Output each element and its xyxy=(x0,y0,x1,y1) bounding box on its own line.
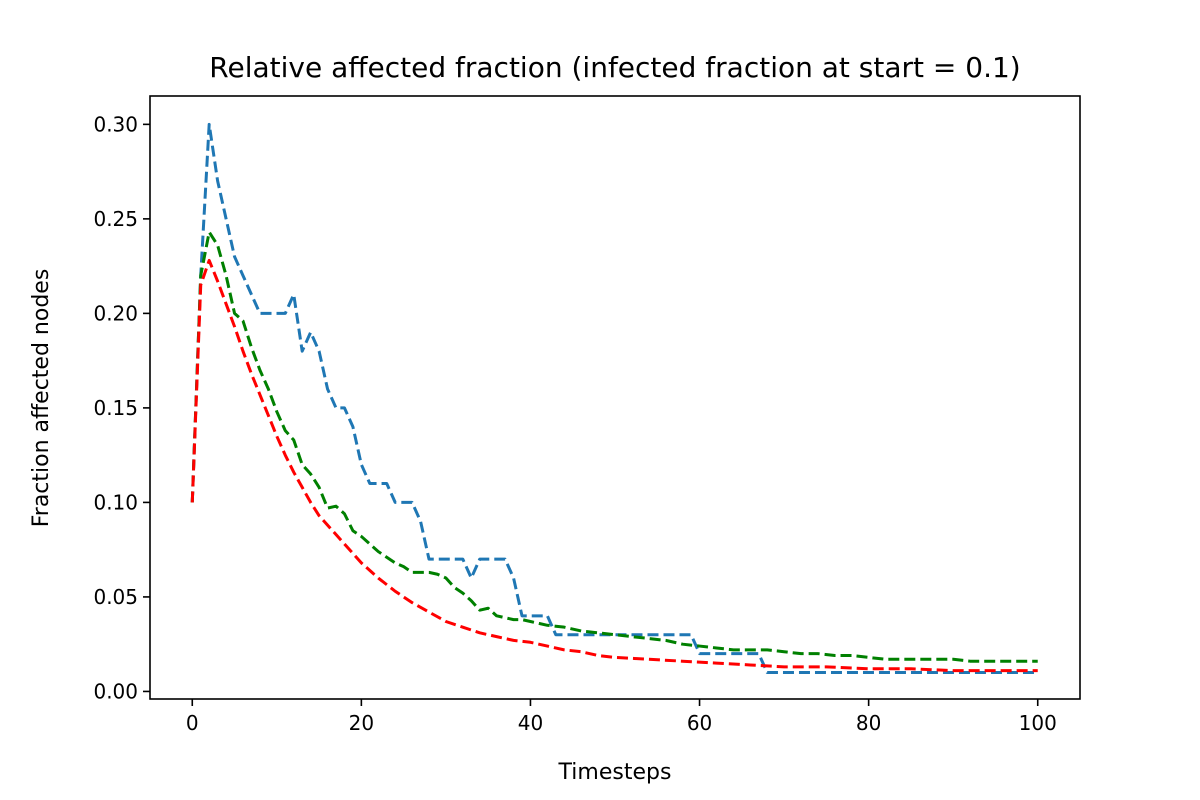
series-line-blue xyxy=(190,122,1038,675)
x-tick-label: 60 xyxy=(687,711,712,735)
x-tick-label: 80 xyxy=(856,711,881,735)
x-tick-label: 40 xyxy=(518,711,543,735)
y-tick-label: 0.30 xyxy=(93,112,138,136)
series-layer xyxy=(190,122,1038,675)
x-tick-label: 20 xyxy=(349,711,374,735)
x-tick-label: 0 xyxy=(186,711,199,735)
y-axis-label: Fraction affected nodes xyxy=(29,269,54,528)
y-tick-label: 0.00 xyxy=(93,679,138,703)
chart-title: Relative affected fraction (infected fra… xyxy=(209,51,1020,84)
x-axis-ticks: 0 20 40 60 80 100 xyxy=(186,699,1057,735)
y-axis-ticks: 0.00 0.05 0.10 0.15 0.20 0.25 0.30 xyxy=(93,112,150,703)
y-tick-label: 0.25 xyxy=(93,207,138,231)
x-axis-label: Timesteps xyxy=(558,760,672,785)
series-line-red xyxy=(190,258,1038,673)
plot-frame xyxy=(149,95,1081,700)
y-tick-label: 0.15 xyxy=(93,396,138,420)
x-tick-label: 100 xyxy=(1019,711,1057,735)
y-tick-label: 0.05 xyxy=(93,585,138,609)
y-tick-label: 0.10 xyxy=(93,490,138,514)
series-line-green xyxy=(190,230,1038,663)
y-tick-label: 0.20 xyxy=(93,301,138,325)
